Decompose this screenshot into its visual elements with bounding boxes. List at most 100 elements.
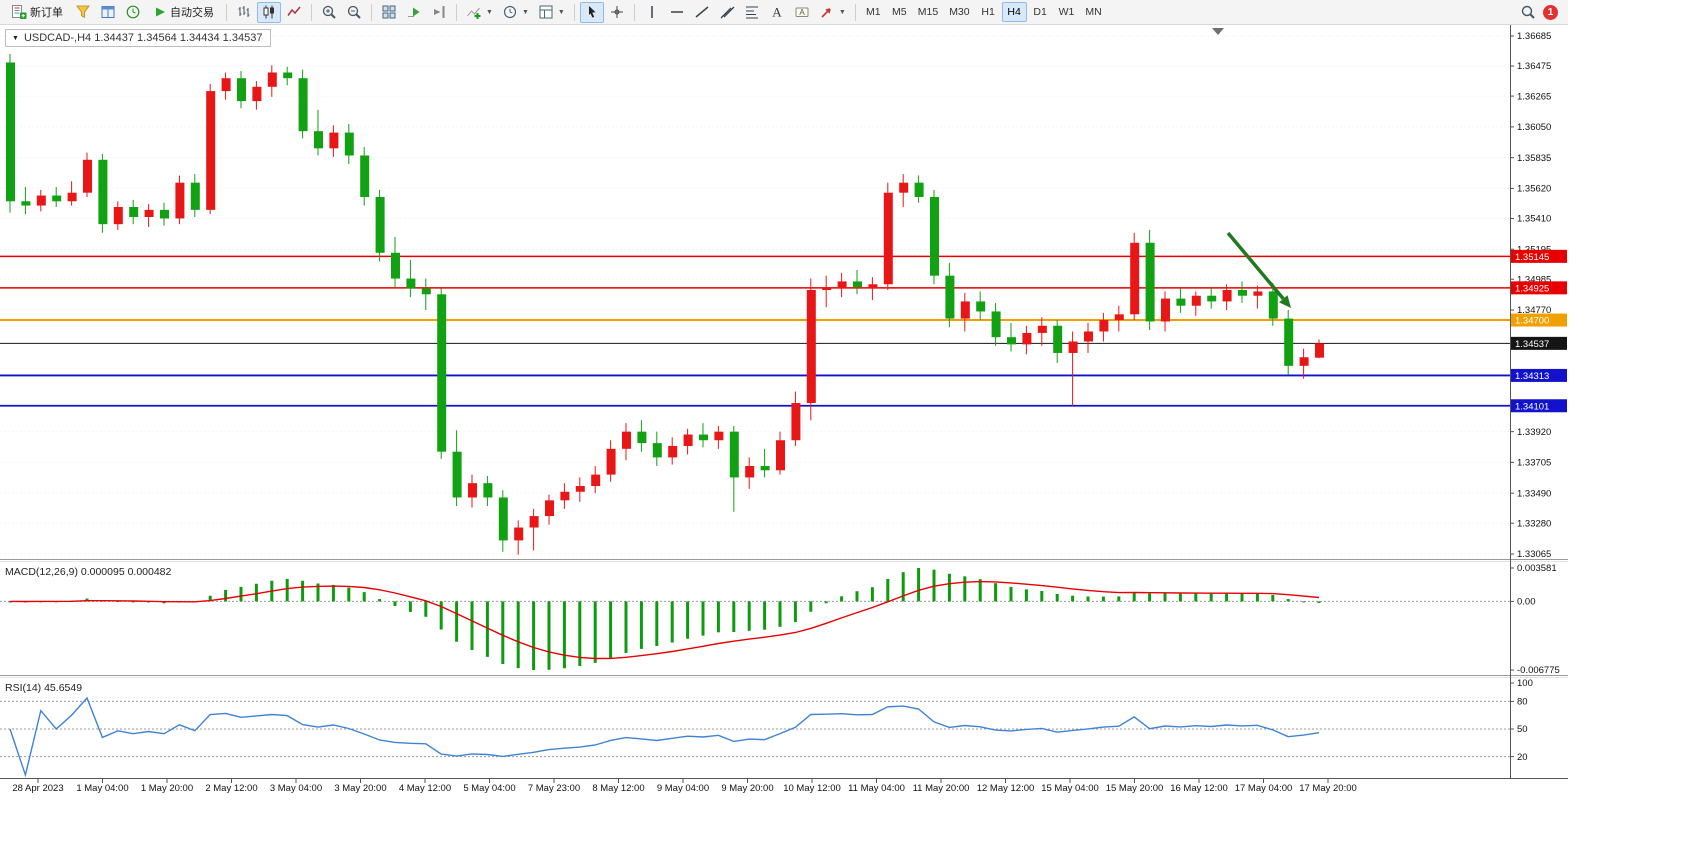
rsi-axis-label: 100 [1517, 678, 1533, 689]
candle [714, 425, 724, 449]
line-chart-icon [286, 4, 302, 20]
candle [344, 124, 354, 165]
price-tag-label: 1.34700 [1515, 316, 1549, 327]
symbol-menu-icon[interactable]: ▼ [12, 34, 19, 42]
fibonacci-icon [744, 4, 760, 20]
candle [237, 71, 246, 109]
new-order-button[interactable]: 新订单 [4, 2, 70, 23]
channel-button[interactable] [715, 2, 739, 23]
timeframe-h1-button[interactable]: H1 [976, 2, 1001, 22]
candle [6, 53, 15, 213]
crosshair-button[interactable] [605, 2, 629, 23]
text-button[interactable]: A [765, 2, 789, 23]
timeframe-m1-button[interactable]: M1 [861, 2, 886, 22]
chart-shift-button[interactable] [427, 2, 451, 23]
candle [1084, 322, 1093, 353]
time-label: 17 May 20:00 [1299, 783, 1357, 794]
arrows-button[interactable]: ▼ [815, 2, 850, 23]
candle [853, 269, 862, 295]
price-tick-label: 1.36265 [1517, 91, 1551, 102]
search-button[interactable] [1516, 2, 1540, 23]
line-chart-button[interactable] [282, 2, 306, 23]
candle [406, 259, 416, 298]
timeframe-h4-button[interactable]: H4 [1001, 2, 1027, 22]
candle [976, 291, 986, 321]
timeframe-d1-button[interactable]: D1 [1028, 2, 1053, 22]
candle [267, 65, 277, 97]
time-label: 17 May 04:00 [1235, 783, 1293, 794]
market-watch-icon [75, 4, 91, 20]
vertical-line-button[interactable] [640, 2, 664, 23]
candle [1207, 287, 1217, 309]
market-watch-button[interactable] [71, 2, 95, 23]
candle [945, 262, 955, 328]
terminal-button[interactable] [121, 2, 145, 23]
time-label: 5 May 04:00 [463, 783, 515, 794]
data-window-button[interactable] [96, 2, 120, 23]
indicators-button[interactable]: ▼ [462, 2, 497, 23]
candle [1145, 229, 1155, 331]
text-label-button[interactable]: A [790, 2, 814, 23]
price-tick-label: 1.34770 [1517, 305, 1551, 316]
shift-marker-icon[interactable] [1212, 28, 1224, 35]
horizontal-line-button[interactable] [665, 2, 689, 23]
auto-scroll-button[interactable] [402, 2, 426, 23]
candle [360, 146, 370, 206]
price-tick-label: 1.33065 [1517, 549, 1551, 560]
price-tick-label: 1.33490 [1517, 488, 1551, 499]
toolbar-separator [371, 3, 372, 21]
auto-trading-button[interactable]: 自动交易 [146, 2, 221, 23]
candle [1268, 282, 1278, 326]
new-order-label: 新订单 [30, 7, 63, 19]
price-tick-label: 1.36475 [1517, 61, 1551, 72]
timeframe-w1-button[interactable]: W1 [1054, 2, 1080, 22]
terminal-icon [125, 4, 141, 20]
bars-chart-button[interactable] [232, 2, 256, 23]
templates-button[interactable]: ▼ [534, 2, 569, 23]
timeframe-m30-button[interactable]: M30 [944, 2, 974, 22]
price-tick-label: 1.36685 [1517, 31, 1551, 42]
candle [637, 420, 647, 452]
rsi-axis-label: 80 [1517, 697, 1528, 708]
toolbar-separator [456, 3, 457, 21]
candle [1007, 322, 1016, 352]
macd-axis-label: 0.003581 [1517, 563, 1557, 574]
zoom-in-button[interactable] [317, 2, 341, 23]
candle [437, 288, 447, 459]
candle [298, 69, 308, 139]
chart-title: USDCAD-,H4 1.34437 1.34564 1.34434 1.345… [23, 32, 263, 44]
candle [1284, 310, 1294, 375]
chart-canvas[interactable]: 1.36685 1.36475 1.36265 1.36050 1.35835 1.356… [0, 25, 1568, 796]
candle [1022, 325, 1032, 355]
tile-windows-button[interactable] [377, 2, 401, 23]
candle [560, 483, 570, 509]
candle [529, 508, 539, 551]
macd-axis: 0.003581 0.00 -0.006775 [1510, 563, 1560, 676]
timeframe-m15-button[interactable]: M15 [913, 2, 943, 22]
candle [175, 175, 185, 225]
zoom-out-button[interactable] [342, 2, 366, 23]
cursor-button[interactable] [579, 1, 604, 23]
candle [791, 391, 801, 446]
timeframe-m5-button[interactable]: M5 [887, 2, 912, 22]
price-tag-label: 1.34313 [1515, 371, 1549, 382]
time-label: 4 May 12:00 [399, 783, 451, 794]
candlestick-chart-button[interactable] [257, 1, 281, 23]
price-tick-label: 1.35835 [1517, 153, 1551, 164]
candle [914, 175, 924, 203]
candle [729, 425, 739, 512]
arrow-annotation[interactable] [1226, 231, 1291, 308]
candle [206, 83, 216, 215]
toolbar-separator [854, 3, 856, 21]
timeframe-mn-button[interactable]: MN [1080, 2, 1106, 22]
notification-badge[interactable]: 1 [1543, 4, 1558, 20]
periods-button[interactable]: ▼ [498, 2, 533, 23]
candle [314, 109, 323, 156]
price-tick-label: 1.36050 [1517, 122, 1551, 133]
candle [1315, 339, 1324, 359]
fibonacci-button[interactable] [740, 2, 764, 23]
trendline-button[interactable] [690, 2, 714, 23]
candle [883, 182, 893, 290]
candle [668, 437, 678, 465]
candle [1037, 317, 1047, 346]
